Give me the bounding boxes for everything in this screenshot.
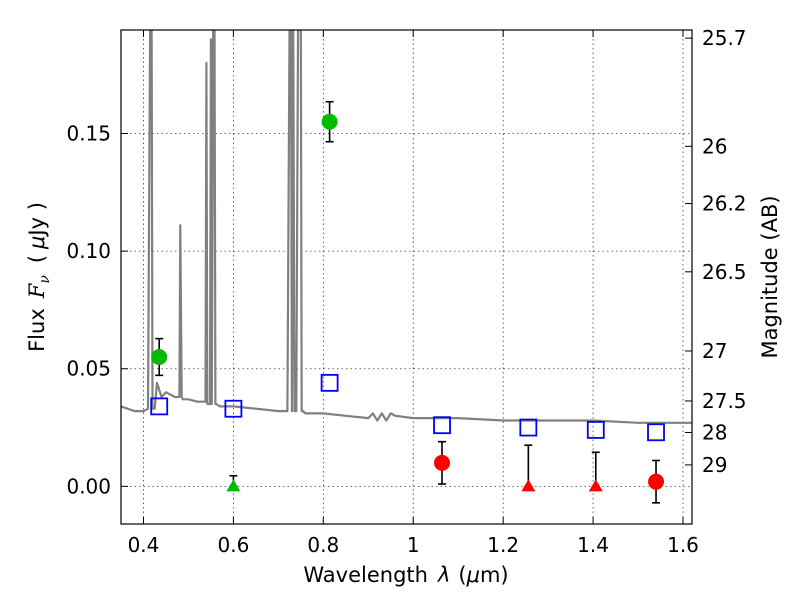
model-photometry-square: [320, 373, 339, 392]
magnitude-tick-label: 26.2: [702, 192, 747, 216]
model-photometry-square: [586, 421, 605, 439]
magnitude-tick-label: 25.7: [702, 26, 747, 50]
model-photometry-square: [647, 423, 665, 442]
x-tick-label: 1.4: [577, 533, 609, 557]
nondetection-upper-limit-triangle: [588, 479, 603, 492]
detection-point: [321, 113, 338, 130]
grid-lines: [121, 30, 692, 524]
plot-frame: [120, 29, 693, 525]
magnitude-tick-label: 26.5: [702, 260, 747, 284]
nondetection-upper-limit-triangle: [521, 479, 536, 492]
model-spectrum-line: [121, 30, 692, 424]
x-tick-label: 1: [407, 533, 420, 557]
nondetection-point: [648, 473, 665, 490]
magnitude-tick-label: 28: [702, 420, 727, 444]
magnitude-axis-label: Magnitude (AB): [758, 195, 782, 358]
y-tick-label: 0.15: [66, 122, 111, 146]
model-photometry-square: [433, 416, 451, 435]
plot-area: [121, 30, 692, 504]
y-tick-label: 0.10: [66, 239, 111, 263]
x-tick-label: 0.6: [217, 533, 249, 557]
x-tick-label: 0.8: [307, 533, 339, 557]
nondetection-point: [434, 454, 451, 471]
detection-point: [151, 348, 168, 365]
y-tick-label: 0.05: [66, 357, 111, 381]
magnitude-tick-label: 26: [702, 134, 727, 158]
x-axis-label: Wavelength λ (μm): [303, 563, 508, 587]
magnitude-tick-label: 27.5: [702, 389, 747, 413]
detection-upper-limit-triangle: [226, 479, 241, 492]
magnitude-tick-label: 27: [702, 339, 727, 363]
y-tick-label: 0.00: [66, 474, 111, 498]
x-tick-label: 1.6: [667, 533, 699, 557]
axis-ticks: 0.4 0.6 0.8 1 1.2 1.4 1.6 0.00 0.05 0.10 0.15 25.7 2…: [66, 26, 746, 557]
magnitude-tick-label: 29: [702, 453, 727, 477]
x-tick-label: 1.2: [487, 533, 519, 557]
model-photometry-square: [150, 397, 169, 416]
model-photometry-square: [224, 399, 243, 418]
y-axis-label: FluxFν(μJy ): [25, 202, 53, 352]
x-tick-label: 0.4: [128, 533, 160, 557]
model-photometry-square: [519, 418, 538, 437]
